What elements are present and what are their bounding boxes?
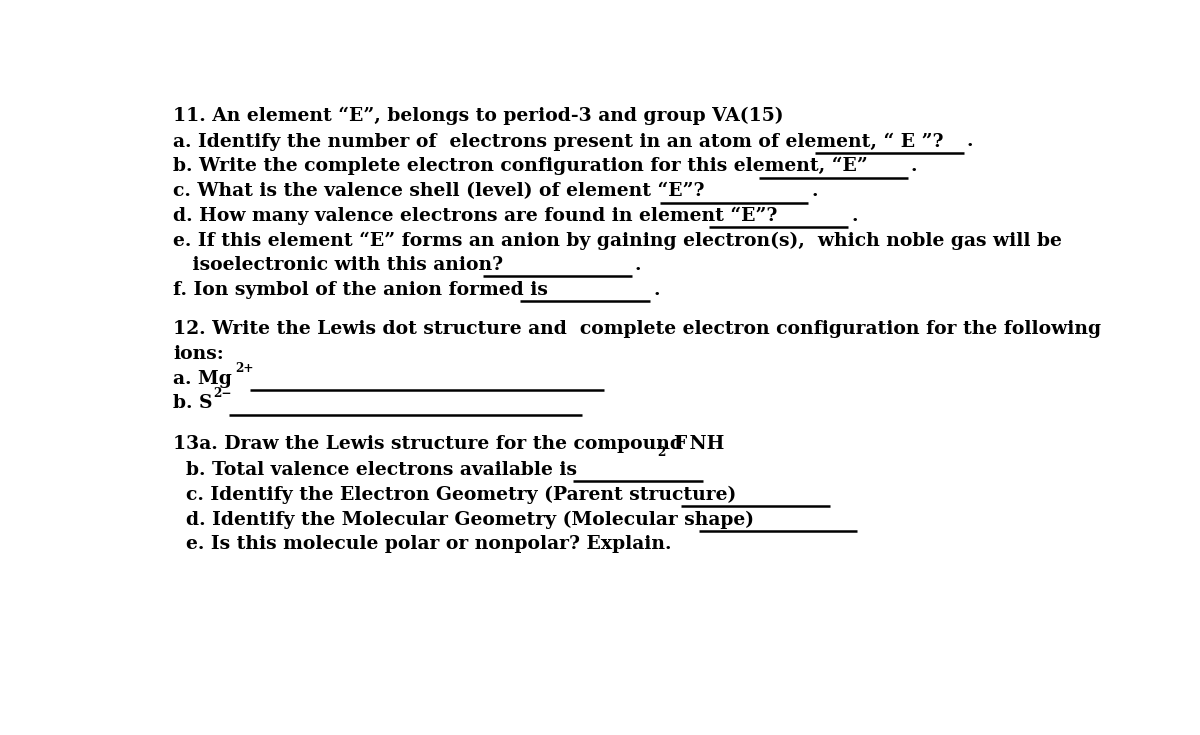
Text: 2: 2 (656, 445, 665, 459)
Text: 12. Write the Lewis dot structure and  complete electron configuration for the f: 12. Write the Lewis dot structure and co… (173, 320, 1102, 338)
Text: .: . (966, 132, 973, 151)
Text: 13a. Draw the Lewis structure for the compound NH: 13a. Draw the Lewis structure for the co… (173, 434, 725, 453)
Text: b. Total valence electrons available is: b. Total valence electrons available is (173, 461, 577, 478)
Text: ions:: ions: (173, 345, 224, 363)
Text: d. How many valence electrons are found in element “E”?: d. How many valence electrons are found … (173, 207, 778, 226)
Text: c. Identify the Electron Geometry (Parent structure): c. Identify the Electron Geometry (Paren… (173, 485, 737, 503)
Text: a. Identify the number of  electrons present in an atom of element, “ E ”?: a. Identify the number of electrons pres… (173, 132, 943, 151)
Text: .: . (635, 256, 641, 273)
Text: 11. An element “E”, belongs to period-3 and group VA(15): 11. An element “E”, belongs to period-3 … (173, 106, 784, 124)
Text: .: . (851, 207, 858, 225)
Text: d. Identify the Molecular Geometry (Molecular shape): d. Identify the Molecular Geometry (Mole… (173, 510, 755, 528)
Text: .: . (911, 157, 917, 176)
Text: .: . (653, 281, 660, 298)
Text: b. S: b. S (173, 395, 212, 412)
Text: isoelectronic with this anion?: isoelectronic with this anion? (173, 256, 503, 273)
Text: e. Is this molecule polar or nonpolar? Explain.: e. Is this molecule polar or nonpolar? E… (173, 535, 672, 553)
Text: b. Write the complete electron configuration for this element, “E”: b. Write the complete electron configura… (173, 157, 868, 176)
Text: c. What is the valence shell (level) of element “E”?: c. What is the valence shell (level) of … (173, 182, 704, 200)
Text: .: . (811, 182, 817, 200)
Text: e. If this element “E” forms an anion by gaining electron(s),  which noble gas w: e. If this element “E” forms an anion by… (173, 232, 1062, 250)
Text: 2−: 2− (214, 387, 232, 400)
Text: a. Mg: a. Mg (173, 370, 232, 387)
Text: f. Ion symbol of the anion formed is: f. Ion symbol of the anion formed is (173, 281, 548, 298)
Text: 2+: 2+ (235, 362, 254, 375)
Text: F: F (673, 434, 686, 453)
